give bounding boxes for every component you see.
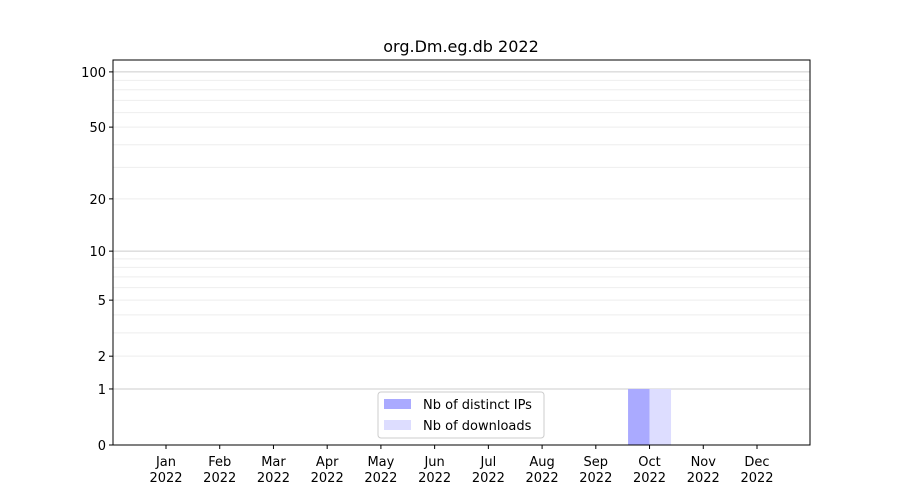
y-tick-label: 20 xyxy=(89,193,106,208)
x-tick-label: 2022 xyxy=(472,471,505,486)
x-tick-label: Feb xyxy=(208,455,231,470)
x-tick-label: 2022 xyxy=(740,471,773,486)
y-tick-label: 100 xyxy=(81,66,106,81)
legend-swatch-downloads xyxy=(384,420,411,430)
x-tick-label: Jun xyxy=(423,455,444,470)
x-tick-label: 2022 xyxy=(364,471,397,486)
chart-title: org.Dm.eg.db 2022 xyxy=(383,37,539,56)
x-tick-label: May xyxy=(367,455,394,470)
legend: Nb of distinct IPs Nb of downloads xyxy=(377,391,545,439)
x-tick-label: 2022 xyxy=(579,471,612,486)
y-tick-label: 10 xyxy=(89,245,106,260)
x-tick-label: Sep xyxy=(584,455,609,470)
x-tick-label: Mar xyxy=(261,455,286,470)
x-tick-label: Aug xyxy=(529,455,554,470)
y-tick-label: 0 xyxy=(98,439,106,454)
legend-swatch-distinct-ips xyxy=(384,399,411,409)
y-tick-label: 5 xyxy=(98,294,106,309)
x-tick-label: 2022 xyxy=(203,471,236,486)
legend-label-downloads: Nb of downloads xyxy=(423,419,532,434)
y-tick-label: 1 xyxy=(98,383,106,398)
bar-distinct-ips xyxy=(628,388,650,445)
x-tick-label: 2022 xyxy=(687,471,720,486)
x-tick-label: 2022 xyxy=(418,471,451,486)
plot-frame xyxy=(112,59,811,446)
x-tick-label: Apr xyxy=(316,455,339,470)
x-tick-label: Jul xyxy=(480,455,497,470)
x-tick-label: Dec xyxy=(744,455,769,470)
x-tick-label: 2022 xyxy=(149,471,182,486)
x-tick-label: Oct xyxy=(638,455,660,470)
x-tick-label: 2022 xyxy=(526,471,559,486)
x-tick-label: 2022 xyxy=(311,471,344,486)
x-tick-label: Jan xyxy=(155,455,176,470)
x-tick-label: 2022 xyxy=(257,471,290,486)
y-tick-label: 50 xyxy=(89,121,106,136)
bar-downloads xyxy=(649,388,672,445)
legend-label-distinct-ips: Nb of distinct IPs xyxy=(423,398,532,413)
y-tick-label: 2 xyxy=(98,350,106,365)
x-tick-label: 2022 xyxy=(633,471,666,486)
x-tick-label: Nov xyxy=(691,455,717,470)
